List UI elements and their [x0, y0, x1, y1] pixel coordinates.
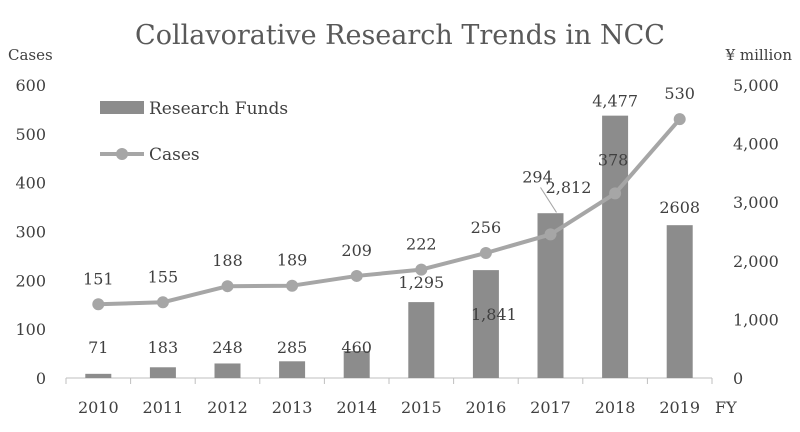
label-leader-line — [540, 187, 557, 213]
line-data-label: 294 — [522, 167, 553, 186]
bar — [537, 213, 564, 378]
bar-data-label: 1,841 — [471, 305, 517, 324]
line-point — [415, 263, 428, 276]
y-right-tick-label: 2,000 — [733, 252, 779, 271]
bar — [602, 115, 629, 378]
line-point — [156, 296, 169, 309]
y-left-tick-label: 200 — [15, 271, 46, 290]
line-data-label: 188 — [212, 251, 243, 270]
line-point — [92, 298, 105, 311]
bar — [149, 367, 176, 378]
axes — [65, 377, 713, 384]
line-data-label: 256 — [471, 218, 502, 237]
line-point — [609, 187, 622, 200]
x-tick-label: 2019 — [659, 398, 700, 417]
x-tick-label: 2012 — [207, 398, 248, 417]
line-point — [350, 269, 363, 282]
line-data-label: 151 — [83, 269, 114, 288]
bar — [666, 225, 693, 378]
line-data-label: 378 — [598, 150, 629, 169]
line-point — [221, 280, 234, 293]
y-right-tick-label: 4,000 — [733, 135, 779, 154]
cases-line — [98, 117, 682, 307]
x-tick-label: 2016 — [466, 398, 507, 417]
x-tick-label: 2014 — [336, 398, 377, 417]
bar-series — [85, 115, 693, 378]
bar-data-label: 1,295 — [398, 273, 444, 292]
legend-label-cases: Cases — [149, 145, 200, 165]
tick-labels: 2010 2011 2012 2013 2014 2015 2016 2017 2018 2019… — [15, 76, 778, 417]
bar-data-label: 4,477 — [592, 92, 638, 111]
line-series — [92, 113, 686, 311]
x-tick-label: 2017 — [530, 398, 571, 417]
line-point — [479, 246, 492, 259]
data-labels: 71 183 248 285 460 1,295 1,841 2,812 4,477 2608 15… — [83, 84, 700, 357]
line-data-label: 209 — [341, 241, 372, 260]
legend-marker-cases — [116, 148, 128, 160]
y-left-axis-title: Cases — [8, 46, 53, 64]
x-tick-label: 2013 — [272, 398, 313, 417]
y-right-tick-label: 3,000 — [733, 193, 779, 212]
y-right-axis-title: ¥ million — [725, 46, 793, 64]
legend-label-research-funds: Research Funds — [149, 99, 288, 119]
bar — [214, 363, 241, 378]
bar-data-label: 248 — [212, 338, 243, 357]
y-left-tick-label: 0 — [36, 369, 46, 388]
x-tick-label: 2018 — [595, 398, 636, 417]
bar-data-label: 2,812 — [546, 178, 592, 197]
bar-data-label: 183 — [148, 338, 179, 357]
y-right-tick-label: 0 — [733, 369, 743, 388]
y-left-tick-label: 300 — [15, 223, 46, 242]
line-data-label: 530 — [664, 84, 695, 103]
line-point — [544, 228, 557, 241]
y-right-tick-label: 1,000 — [733, 310, 779, 329]
line-point — [673, 113, 686, 126]
bar-data-label: 71 — [88, 338, 108, 357]
y-right-tick-label: 5,000 — [733, 76, 779, 95]
bar-data-label: 460 — [341, 338, 372, 357]
x-tick-label: 2010 — [78, 398, 119, 417]
chart-title: Collavorative Research Trends in NCC — [135, 20, 665, 51]
bar — [85, 373, 112, 378]
x-tick-label: 2015 — [401, 398, 442, 417]
legend: Research Funds Cases — [100, 99, 288, 165]
line-data-label: 189 — [277, 251, 308, 270]
bar-data-label: 2608 — [659, 198, 700, 217]
bar-data-label: 285 — [277, 338, 308, 357]
x-axis-title: FY — [715, 398, 737, 417]
line-data-label: 222 — [406, 235, 437, 254]
legend-swatch-research-funds — [100, 101, 144, 114]
y-left-tick-label: 100 — [15, 320, 46, 339]
y-left-tick-label: 500 — [15, 125, 46, 144]
y-left-tick-label: 600 — [15, 76, 46, 95]
bar — [408, 302, 435, 378]
line-data-label: 155 — [148, 267, 179, 286]
x-tick-label: 2011 — [143, 398, 184, 417]
y-left-tick-label: 400 — [15, 174, 46, 193]
bar — [279, 361, 306, 378]
bar — [343, 351, 370, 378]
line-point — [286, 279, 299, 292]
bar — [472, 270, 499, 378]
